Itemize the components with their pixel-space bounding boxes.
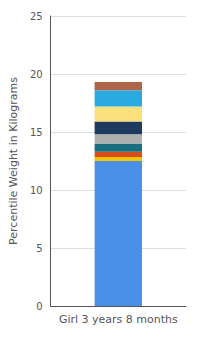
svg-text:Percentile Weight in Kilograms: Percentile Weight in Kilograms [7, 77, 20, 245]
svg-text:Girl 3 years 8 months: Girl 3 years 8 months [59, 313, 178, 326]
svg-text:25: 25 [30, 11, 43, 22]
svg-text:10: 10 [30, 185, 43, 196]
svg-text:5: 5 [36, 243, 42, 254]
svg-text:15: 15 [30, 127, 43, 138]
svg-text:0: 0 [36, 301, 42, 312]
svg-text:20: 20 [30, 69, 43, 80]
